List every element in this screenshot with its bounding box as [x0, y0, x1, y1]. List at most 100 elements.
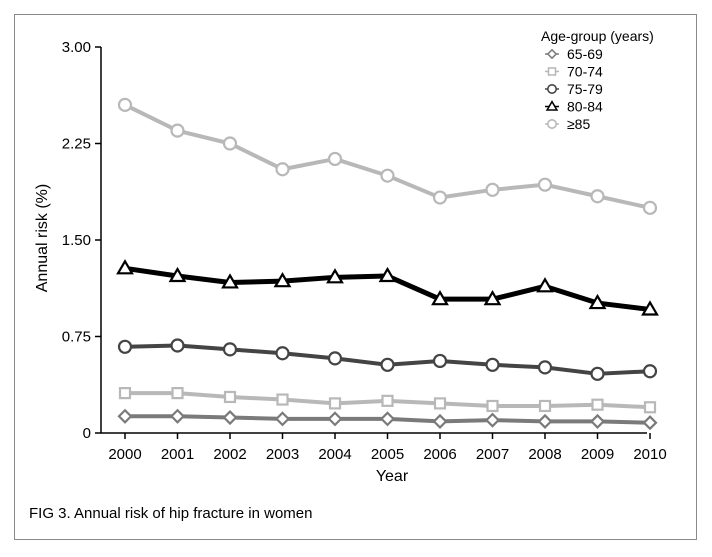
- legend-label: 80-84: [567, 99, 603, 115]
- data-point: [118, 387, 132, 400]
- data-point: [327, 411, 343, 427]
- y-tick-label: 0: [83, 425, 91, 442]
- axes: 0 0.75 1.50 2.25 3.00 2000 2001 2002 2003 2004 200…: [34, 39, 667, 485]
- data-point: [275, 346, 290, 361]
- data-point: [222, 136, 238, 151]
- data-point: [222, 410, 238, 426]
- data-point: [431, 290, 449, 306]
- x-tick-label: 2000: [108, 446, 141, 463]
- x-tick-label: 2003: [266, 446, 299, 463]
- legend-marker: [545, 100, 559, 111]
- legend-marker: [546, 48, 558, 60]
- data-point: [432, 190, 448, 205]
- data-point: [327, 151, 343, 167]
- data-point: [432, 353, 448, 369]
- data-point: [433, 397, 447, 410]
- data-point: [170, 123, 185, 138]
- data-point: [538, 399, 552, 413]
- x-axis-title: Year: [376, 468, 409, 485]
- data-point: [379, 411, 396, 427]
- data-point: [276, 393, 289, 406]
- x-tick-label: 2001: [161, 446, 194, 463]
- data-point: [642, 200, 658, 215]
- data-point: [641, 300, 659, 316]
- series-5: [117, 97, 658, 215]
- y-tick-label: 0.75: [62, 329, 91, 346]
- y-tick-label: 1.50: [62, 232, 91, 249]
- legend-marker: [547, 119, 557, 129]
- data-point: [117, 408, 133, 424]
- x-tick-label: 2006: [423, 446, 456, 463]
- series-2: [118, 387, 657, 414]
- chart: 0 0.75 1.50 2.25 3.00 2000 2001 2002 2003 2004 200…: [34, 28, 667, 485]
- legend-item: ≥85: [545, 116, 590, 132]
- data-point: [642, 415, 658, 431]
- data-point: [116, 259, 134, 275]
- figure-frame: 0 0.75 1.50 2.25 3.00 2000 2001 2002 2003 2004 200…: [14, 14, 697, 540]
- data-point: [591, 398, 604, 411]
- x-tick-label: 2004: [318, 446, 351, 463]
- y-tick-label: 2.25: [62, 136, 91, 153]
- data-point: [326, 268, 344, 284]
- figure-caption: FIG 3. Annual risk of hip fracture in wo…: [29, 505, 313, 522]
- data-point: [169, 408, 186, 424]
- data-point: [590, 366, 605, 381]
- data-point: [590, 189, 605, 204]
- x-tick-label: 2010: [633, 446, 666, 463]
- data-point: [275, 162, 290, 177]
- series-3: [117, 338, 658, 381]
- legend-marker: [547, 67, 557, 76]
- data-point: [537, 360, 553, 375]
- data-point: [380, 168, 395, 183]
- data-point: [170, 338, 185, 353]
- data-point: [643, 401, 657, 414]
- legend-item: 65-69: [545, 46, 603, 62]
- legend-label: 75-79: [567, 81, 603, 97]
- legend-item: 70-74: [545, 64, 603, 80]
- data-point: [589, 413, 606, 429]
- legend-marker: [547, 84, 557, 94]
- data-point: [485, 357, 500, 372]
- data-point: [486, 399, 499, 413]
- data-point: [642, 364, 658, 379]
- data-point: [378, 266, 397, 283]
- data-point: [328, 397, 342, 410]
- data-point: [484, 412, 501, 428]
- data-point: [273, 271, 292, 288]
- y-tick-label: 3.00: [62, 39, 91, 56]
- data-point: [221, 273, 239, 289]
- data-point: [168, 266, 187, 283]
- x-tick-label: 2002: [213, 446, 246, 463]
- legend-label: 65-69: [567, 46, 603, 62]
- data-point: [432, 413, 448, 429]
- series-layer: [116, 97, 659, 431]
- x-tick-label: 2009: [581, 446, 614, 463]
- data-point: [274, 411, 291, 427]
- data-point: [223, 390, 237, 404]
- data-point: [171, 387, 184, 400]
- data-point: [222, 342, 238, 357]
- data-point: [485, 182, 500, 197]
- data-point: [381, 394, 394, 407]
- legend-item: 80-84: [545, 99, 603, 115]
- legend-item: 75-79: [545, 81, 603, 97]
- data-point: [588, 293, 607, 310]
- x-tick-label: 2007: [476, 446, 509, 463]
- data-point: [327, 351, 343, 366]
- legend-label: ≥85: [567, 116, 590, 132]
- data-point: [537, 177, 553, 192]
- series-4: [116, 259, 659, 316]
- legend-title: Age-group (years): [541, 28, 654, 44]
- series-1: [117, 408, 658, 431]
- data-point: [117, 97, 133, 113]
- data-point: [536, 277, 554, 293]
- legend-label: 70-74: [567, 64, 603, 80]
- x-tick-label: 2005: [371, 446, 404, 463]
- data-point: [537, 413, 553, 429]
- data-point: [483, 290, 502, 306]
- data-point: [117, 339, 133, 354]
- y-axis-title: Annual risk (%): [34, 184, 51, 292]
- data-point: [380, 357, 395, 372]
- x-tick-label: 2008: [528, 446, 561, 463]
